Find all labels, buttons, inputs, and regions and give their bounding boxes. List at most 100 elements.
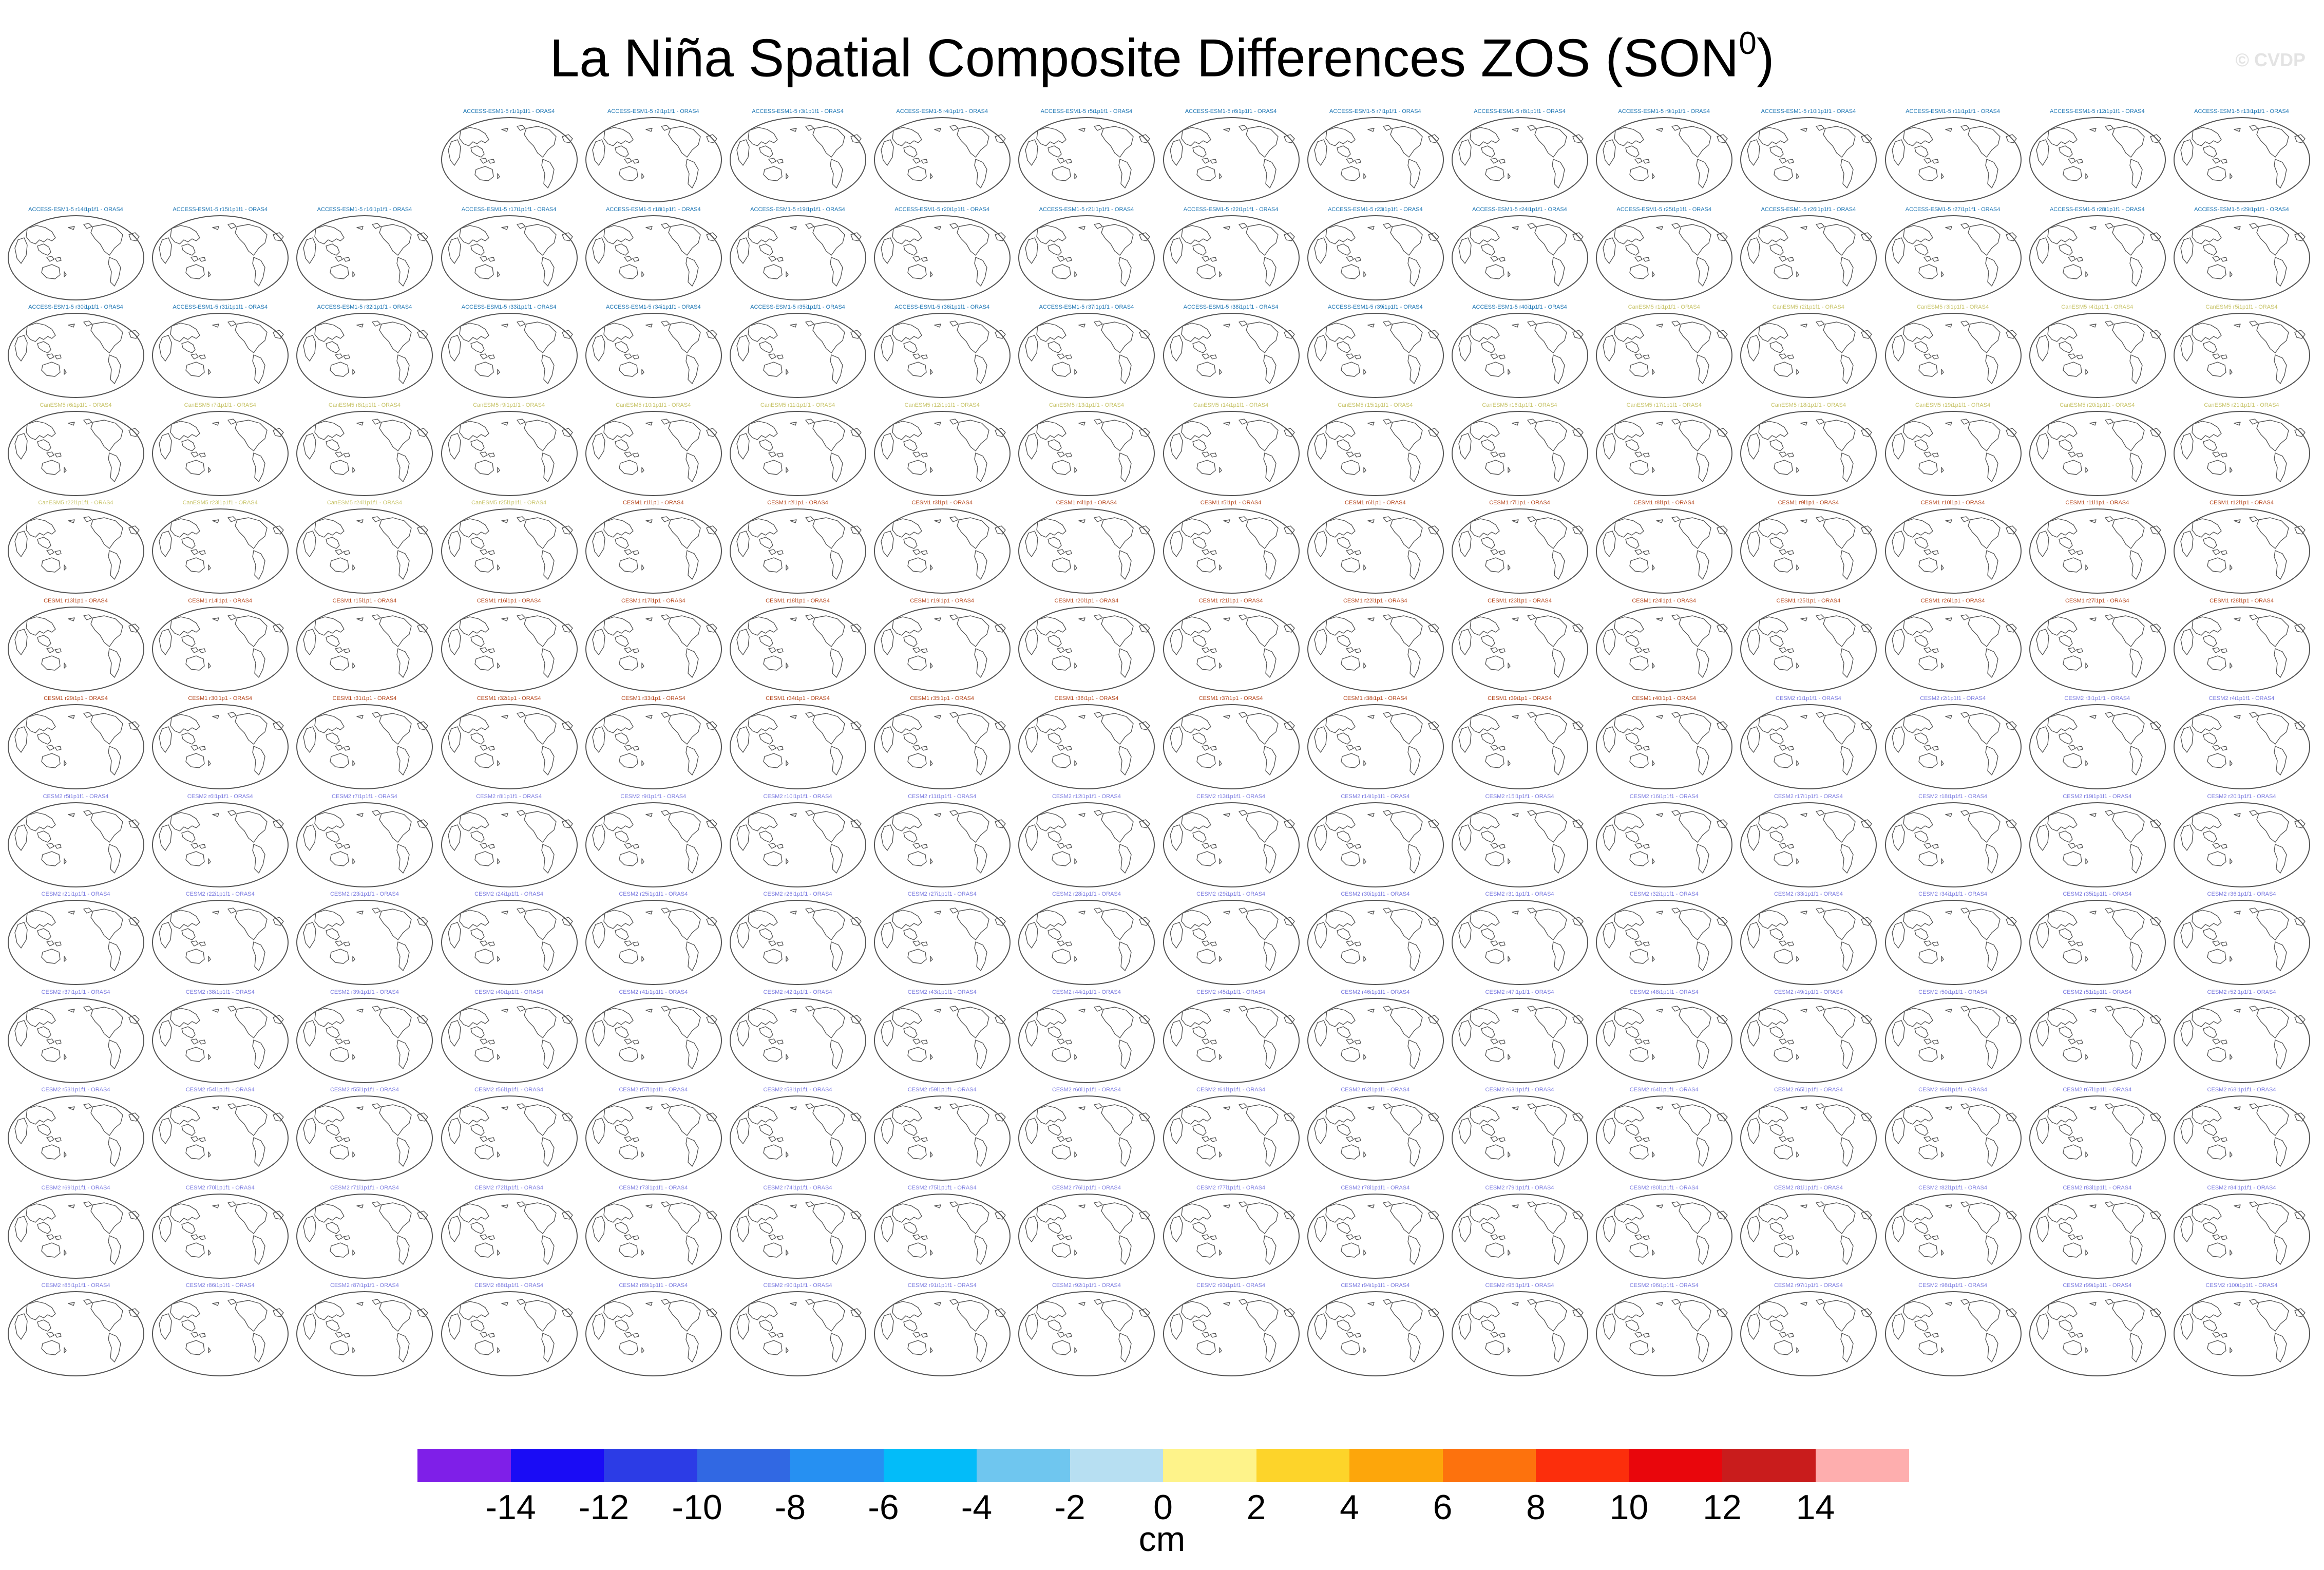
coastline: [1201, 1332, 1217, 1338]
coastline: [208, 662, 211, 669]
coastline: [2203, 341, 2217, 353]
map-panel-label: CESM2 r21i1p1f1 - ORAS4: [41, 891, 110, 897]
map-panel-label: CESM1 r18i1p1 - ORAS4: [766, 597, 830, 604]
coastline: [1572, 1014, 1584, 1024]
coastline: [1485, 1242, 1504, 1258]
coastline: [1458, 922, 1472, 949]
map-panel: CESM2 r71i1p1f1 - ORAS4: [292, 1184, 436, 1282]
coastline: [2294, 819, 2306, 828]
map-panel-label: CESM2 r33i1p1f1 - ORAS4: [1774, 891, 1843, 897]
coastline: [185, 753, 205, 768]
world-map: [1163, 1291, 1300, 1376]
coastline: [2150, 330, 2161, 339]
coastline: [2274, 1137, 2287, 1167]
map-panel: CESM2 r67i1p1f1 - ORAS4: [2025, 1086, 2169, 1184]
world-map: [585, 313, 722, 398]
coastline: [474, 1144, 494, 1160]
globe-outline: [730, 508, 866, 594]
globe-outline: [730, 606, 866, 692]
coastline: [2089, 809, 2114, 817]
map-panel-label: CESM2 r69i1p1f1 - ORAS4: [41, 1184, 110, 1191]
map-panel-label: ACCESS-ESM1-5 r6i1p1f1 - ORAS4: [1185, 108, 1277, 115]
globe-outline: [296, 313, 433, 398]
world-map: [1018, 1095, 1155, 1181]
coastline: [1118, 941, 1132, 971]
coastline: [786, 1151, 789, 1158]
coastline: [1283, 623, 1295, 633]
coastline: [128, 623, 140, 633]
globe-outline: [2029, 215, 2166, 300]
coastline: [1263, 1235, 1277, 1265]
world-map: [152, 410, 289, 496]
coastline: [303, 628, 317, 655]
coastline: [1139, 1210, 1151, 1220]
coastline: [1390, 321, 1423, 353]
map-panel: CESM2 r92i1p1f1 - ORAS4: [1014, 1282, 1158, 1379]
coastline: [1470, 1007, 1500, 1027]
map-panel: CESM1 r4i1p1 - ORAS4: [1014, 499, 1158, 597]
map-panel-label: CESM1 r15i1p1 - ORAS4: [332, 597, 397, 604]
coastline: [912, 549, 928, 555]
map-panel-label: CESM1 r28i1p1 - ORAS4: [2209, 597, 2274, 604]
coastline: [1283, 1112, 1295, 1122]
coastline: [1747, 726, 1761, 753]
coastline: [930, 858, 933, 864]
map-panel: CESM2 r12i1p1f1 - ORAS4: [1014, 793, 1158, 891]
coastline: [1481, 537, 1495, 549]
coastline: [1218, 564, 1222, 571]
coastline: [1779, 255, 1795, 262]
world-map: [874, 215, 1011, 300]
map-panel-label: CESM1 r9i1p1 - ORAS4: [1778, 500, 1839, 506]
coastline: [1967, 1300, 2001, 1332]
coastline: [396, 746, 410, 775]
world-map: [1163, 606, 1300, 692]
coastline: [2212, 647, 2227, 653]
globe-outline: [152, 704, 289, 789]
coastline: [352, 858, 356, 864]
coastline: [1918, 1046, 1938, 1062]
globe-outline: [1018, 313, 1155, 398]
map-panel: CESM1 r27i1p1 - ORAS4: [2025, 597, 2169, 695]
coastline: [1572, 525, 1584, 535]
map-panel-label: CESM2 r39i1p1f1 - ORAS4: [330, 989, 399, 995]
coastline: [379, 1300, 412, 1332]
coastline: [235, 223, 268, 256]
map-panel: CESM2 r17i1p1f1 - ORAS4: [1736, 793, 1880, 891]
coastline: [768, 745, 784, 751]
coastline: [748, 714, 778, 733]
coastline: [1918, 1242, 1938, 1258]
globe-outline: [1163, 997, 1300, 1083]
coastline: [1363, 1053, 1366, 1060]
coastline: [1796, 271, 1800, 277]
coastline: [1625, 243, 1640, 256]
map-panel-label: CESM2 r82i1p1f1 - ORAS4: [1918, 1184, 1988, 1191]
globe-outline: [1740, 606, 1877, 692]
coastline: [790, 614, 814, 621]
coastline: [252, 648, 265, 678]
coastline: [1967, 517, 2001, 549]
map-panel-label: ACCESS-ESM1-5 r21i1p1f1 - ORAS4: [1039, 206, 1134, 213]
map-panel-label: ACCESS-ESM1-5 r28i1p1f1 - ORAS4: [2049, 206, 2145, 213]
globe-outline: [8, 997, 144, 1083]
map-panel: CESM1 r33i1p1 - ORAS4: [581, 695, 726, 792]
coastline: [1390, 615, 1423, 647]
coastline: [90, 1006, 123, 1038]
coastline: [624, 1332, 639, 1338]
coastline: [1201, 158, 1217, 164]
coastline: [1218, 858, 1222, 864]
coastline: [470, 928, 485, 940]
coastline: [330, 459, 350, 475]
coastline: [619, 655, 638, 671]
coastline: [459, 224, 489, 244]
globe-outline: [441, 606, 578, 692]
coastline: [14, 335, 28, 362]
map-panel: CanESM5 r20i1p1f1 - ORAS4: [2025, 402, 2169, 499]
coastline: [1314, 824, 1327, 851]
globe-outline: [585, 508, 722, 594]
coastline: [1572, 721, 1584, 730]
map-panel: CESM2 r29i1p1f1 - ORAS4: [1159, 891, 1303, 988]
coastline: [685, 1039, 699, 1069]
coastline: [1346, 1136, 1361, 1142]
map-panel-label: CESM1 r26i1p1 - ORAS4: [1920, 597, 1985, 604]
coastline: [2063, 166, 2082, 181]
